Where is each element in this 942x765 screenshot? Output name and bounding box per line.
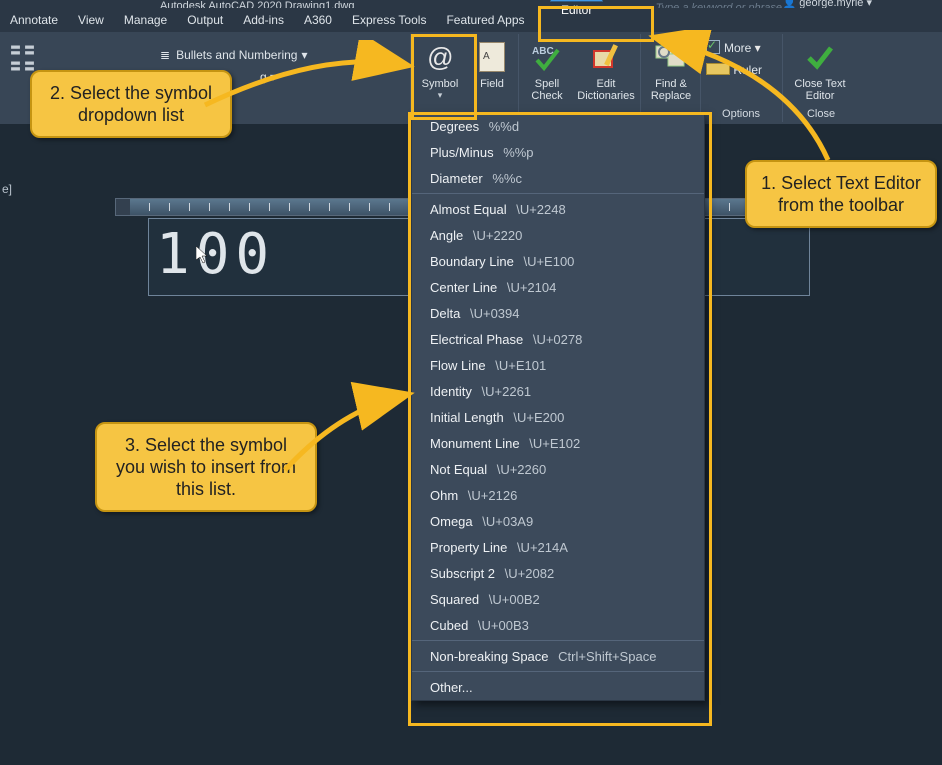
symbol-menu-item[interactable]: Not Equal \U+2260 — [412, 456, 704, 482]
symbol-menu-item[interactable]: Property Line \U+214A — [412, 534, 704, 560]
symbol-item-label: Degrees — [430, 119, 479, 134]
symbol-item-code: \U+2260 — [487, 462, 546, 477]
symbol-item-label: Other... — [430, 680, 473, 695]
symbol-menu-item[interactable]: Center Line \U+2104 — [412, 274, 704, 300]
symbol-menu-item[interactable]: Diameter %%c — [412, 165, 704, 191]
callout-1: 1. Select Text Editor from the toolbar — [745, 160, 937, 228]
symbol-item-label: Boundary Line — [430, 254, 514, 269]
symbol-item-code: \U+00B2 — [479, 592, 540, 607]
bullets-icon: ≣ — [160, 48, 170, 62]
bullets-label[interactable]: Bullets and Numbering — [176, 48, 297, 62]
menu-separator — [412, 640, 704, 641]
symbol-dropdown-menu: Degrees %%dPlus/Minus %%pDiameter %%cAlm… — [411, 112, 705, 701]
symbol-menu-item[interactable]: Squared \U+00B2 — [412, 586, 704, 612]
symbol-menu-item[interactable]: Cubed \U+00B3 — [412, 612, 704, 638]
symbol-item-label: Omega — [430, 514, 473, 529]
symbol-item-code: Ctrl+Shift+Space — [549, 649, 657, 664]
symbol-item-label: Diameter — [430, 171, 483, 186]
options-group-label: Options — [700, 108, 782, 120]
symbol-item-code: \U+00B3 — [468, 618, 529, 633]
symbol-menu-item[interactable]: Degrees %%d — [412, 113, 704, 139]
symbol-item-code: \U+E102 — [520, 436, 581, 451]
symbol-item-label: Delta — [430, 306, 460, 321]
symbol-item-label: Angle — [430, 228, 463, 243]
symbol-item-code: \U+2082 — [495, 566, 554, 581]
symbol-menu-item[interactable]: Omega \U+03A9 — [412, 508, 704, 534]
menu-a360[interactable]: A360 — [298, 9, 346, 31]
line-spacing-label[interactable]: g ▾ — [260, 70, 276, 84]
symbol-item-code: \U+2220 — [463, 228, 522, 243]
symbol-menu-item[interactable]: Non-breaking Space Ctrl+Shift+Space — [412, 643, 704, 669]
symbol-item-label: Center Line — [430, 280, 497, 295]
symbol-item-label: Non-breaking Space — [430, 649, 549, 664]
tab-text-editor[interactable]: Text Editor — [550, 0, 603, 2]
symbol-menu-item[interactable]: Angle \U+2220 — [412, 222, 704, 248]
symbol-menu-item[interactable]: Monument Line \U+E102 — [412, 430, 704, 456]
symbol-menu-item[interactable]: Identity \U+2261 — [412, 378, 704, 404]
menu-annotate[interactable]: Annotate — [4, 9, 72, 31]
symbol-item-label: Identity — [430, 384, 472, 399]
symbol-item-code: %%c — [483, 171, 522, 186]
symbol-item-code: \U+03A9 — [473, 514, 534, 529]
menu-express[interactable]: Express Tools — [346, 9, 440, 31]
symbol-menu-item[interactable]: Subscript 2 \U+2082 — [412, 560, 704, 586]
symbol-item-label: Initial Length — [430, 410, 504, 425]
symbol-item-code: \U+0278 — [523, 332, 582, 347]
symbol-item-label: Flow Line — [430, 358, 486, 373]
symbol-item-code: \U+2126 — [458, 488, 517, 503]
symbol-item-code: \U+214A — [507, 540, 568, 555]
symbol-item-label: Not Equal — [430, 462, 487, 477]
symbol-item-label: Subscript 2 — [430, 566, 495, 581]
symbol-item-code: \U+E100 — [514, 254, 575, 269]
symbol-item-code: %%p — [494, 145, 534, 160]
menu-output[interactable]: Output — [181, 9, 237, 31]
command-line-fragment: e] — [2, 182, 12, 196]
symbol-menu-item[interactable]: Initial Length \U+E200 — [412, 404, 704, 430]
symbol-menu-item[interactable]: Boundary Line \U+E100 — [412, 248, 704, 274]
symbol-item-code: \U+2261 — [472, 384, 531, 399]
menu-featured[interactable]: Featured Apps — [440, 9, 538, 31]
symbol-menu-item[interactable]: Plus/Minus %%p — [412, 139, 704, 165]
symbol-item-code: \U+0394 — [460, 306, 519, 321]
menu-addins[interactable]: Add-ins — [237, 9, 298, 31]
symbol-item-label: Almost Equal — [430, 202, 507, 217]
symbol-item-code: \U+E101 — [486, 358, 547, 373]
symbol-item-code: %%d — [479, 119, 519, 134]
symbol-item-label: Cubed — [430, 618, 468, 633]
symbol-menu-item[interactable]: Flow Line \U+E101 — [412, 352, 704, 378]
close-group-label: Close — [782, 108, 860, 120]
symbol-menu-item[interactable]: Electrical Phase \U+0278 — [412, 326, 704, 352]
symbol-item-label: Squared — [430, 592, 479, 607]
menu-bar: Annotate View Manage Output Add-ins A360… — [0, 8, 942, 32]
chevron-down-icon: ▾ — [301, 48, 307, 62]
symbol-item-label: Electrical Phase — [430, 332, 523, 347]
symbol-item-label: Monument Line — [430, 436, 520, 451]
symbol-item-label: Ohm — [430, 488, 458, 503]
symbol-menu-item[interactable]: Other... — [412, 674, 704, 700]
mtext-content: 100 — [156, 222, 275, 287]
menu-separator — [412, 193, 704, 194]
symbol-item-code: \U+E200 — [504, 410, 565, 425]
symbol-menu-item[interactable]: Delta \U+0394 — [412, 300, 704, 326]
symbol-menu-item[interactable]: Ohm \U+2126 — [412, 482, 704, 508]
symbol-menu-item[interactable]: Almost Equal \U+2248 — [412, 196, 704, 222]
menu-manage[interactable]: Manage — [118, 9, 181, 31]
menu-separator — [412, 671, 704, 672]
callout-3: 3. Select the symbol you wish to insert … — [95, 422, 317, 512]
menu-view[interactable]: View — [72, 9, 118, 31]
callout-2: 2. Select the symbol dropdown list — [30, 70, 232, 138]
symbol-item-label: Property Line — [430, 540, 507, 555]
symbol-item-label: Plus/Minus — [430, 145, 494, 160]
symbol-item-code: \U+2248 — [507, 202, 566, 217]
title-bar: Autodesk AutoCAD 2020 Drawing1.dwg Type … — [0, 0, 942, 8]
symbol-item-code: \U+2104 — [497, 280, 556, 295]
